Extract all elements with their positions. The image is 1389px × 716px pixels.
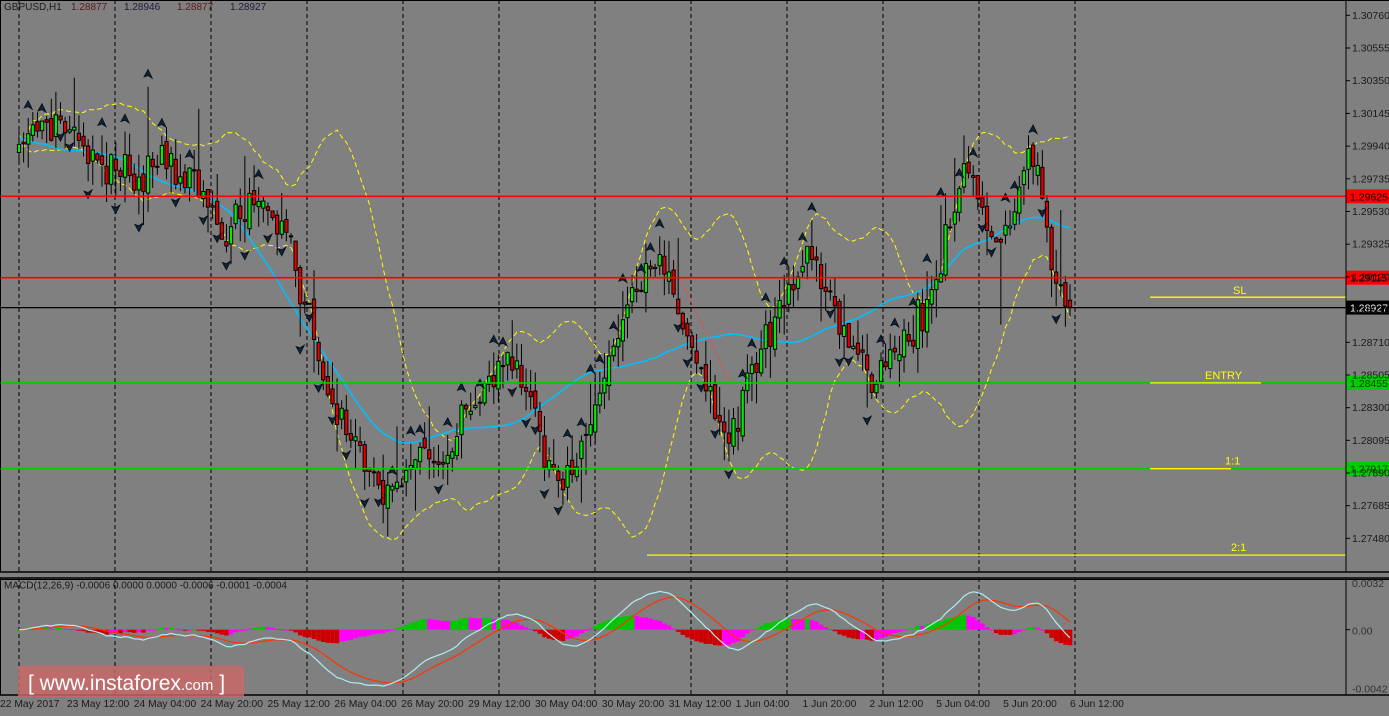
svg-text:1.29735: 1.29735: [1352, 173, 1389, 185]
svg-text:1.30145: 1.30145: [1352, 108, 1389, 120]
svg-text:26 May 20:00: 26 May 20:00: [401, 699, 464, 710]
svg-text:1.29325: 1.29325: [1352, 239, 1389, 251]
svg-text:1.28710: 1.28710: [1352, 337, 1389, 349]
svg-text:SL: SL: [1233, 285, 1246, 297]
svg-text:1.28877: 1.28877: [177, 2, 214, 13]
svg-text:25 May 12:00: 25 May 12:00: [268, 699, 331, 710]
svg-text:1.28095: 1.28095: [1352, 435, 1389, 447]
svg-text:1.29625: 1.29625: [1350, 191, 1388, 203]
svg-text:26 May 04:00: 26 May 04:00: [334, 699, 397, 710]
svg-text:30 May 20:00: 30 May 20:00: [602, 699, 665, 710]
svg-text:5 Jun 20:00: 5 Jun 20:00: [1003, 699, 1057, 710]
svg-text:30 May 04:00: 30 May 04:00: [535, 699, 598, 710]
svg-text:1.28877: 1.28877: [71, 2, 108, 13]
svg-text:1.28300: 1.28300: [1352, 402, 1389, 414]
svg-text:23 May 12:00: 23 May 12:00: [67, 699, 130, 710]
svg-text:6 Jun 12:00: 6 Jun 12:00: [1070, 699, 1124, 710]
svg-text:1:1: 1:1: [1225, 456, 1240, 468]
svg-text:1.28915: 1.28915: [1352, 304, 1389, 316]
svg-text:2:1: 2:1: [1231, 542, 1246, 554]
svg-text:1.28946: 1.28946: [124, 2, 161, 13]
svg-text:29 May 12:00: 29 May 12:00: [468, 699, 531, 710]
svg-text:22 May 2017: 22 May 2017: [0, 699, 60, 710]
svg-text:GBPUSD,H1: GBPUSD,H1: [4, 2, 62, 13]
svg-text:1 Jun 04:00: 1 Jun 04:00: [736, 699, 790, 710]
svg-text:2 Jun 12:00: 2 Jun 12:00: [869, 699, 923, 710]
svg-text:-0.0042: -0.0042: [1352, 684, 1388, 696]
svg-text:MACD(12,26,9) -0.0006 0.0000 0: MACD(12,26,9) -0.0006 0.0000 0.0000 -0.0…: [4, 581, 287, 592]
svg-text:5 Jun 04:00: 5 Jun 04:00: [936, 699, 990, 710]
svg-text:1.28505: 1.28505: [1352, 370, 1389, 382]
svg-text:1.29940: 1.29940: [1352, 141, 1389, 153]
svg-text:24 May 20:00: 24 May 20:00: [201, 699, 264, 710]
svg-text:0.00: 0.00: [1352, 626, 1373, 638]
svg-text:1.28927: 1.28927: [230, 2, 267, 13]
svg-text:1.27685: 1.27685: [1352, 500, 1389, 512]
svg-text:31 May 12:00: 31 May 12:00: [669, 699, 732, 710]
svg-text:1.29120: 1.29120: [1352, 271, 1389, 283]
svg-text:1.30760: 1.30760: [1352, 10, 1389, 22]
svg-text:1.27480: 1.27480: [1352, 533, 1389, 545]
svg-text:1.30350: 1.30350: [1352, 75, 1389, 87]
svg-text:1.29530: 1.29530: [1352, 206, 1389, 218]
svg-text:ENTRY: ENTRY: [1205, 370, 1243, 382]
svg-text:1.27890: 1.27890: [1352, 468, 1389, 480]
svg-text:1.30555: 1.30555: [1352, 43, 1389, 55]
svg-text:1 Jun 20:00: 1 Jun 20:00: [803, 699, 857, 710]
svg-text:24 May 04:00: 24 May 04:00: [134, 699, 197, 710]
svg-text:0.0032: 0.0032: [1352, 578, 1384, 590]
